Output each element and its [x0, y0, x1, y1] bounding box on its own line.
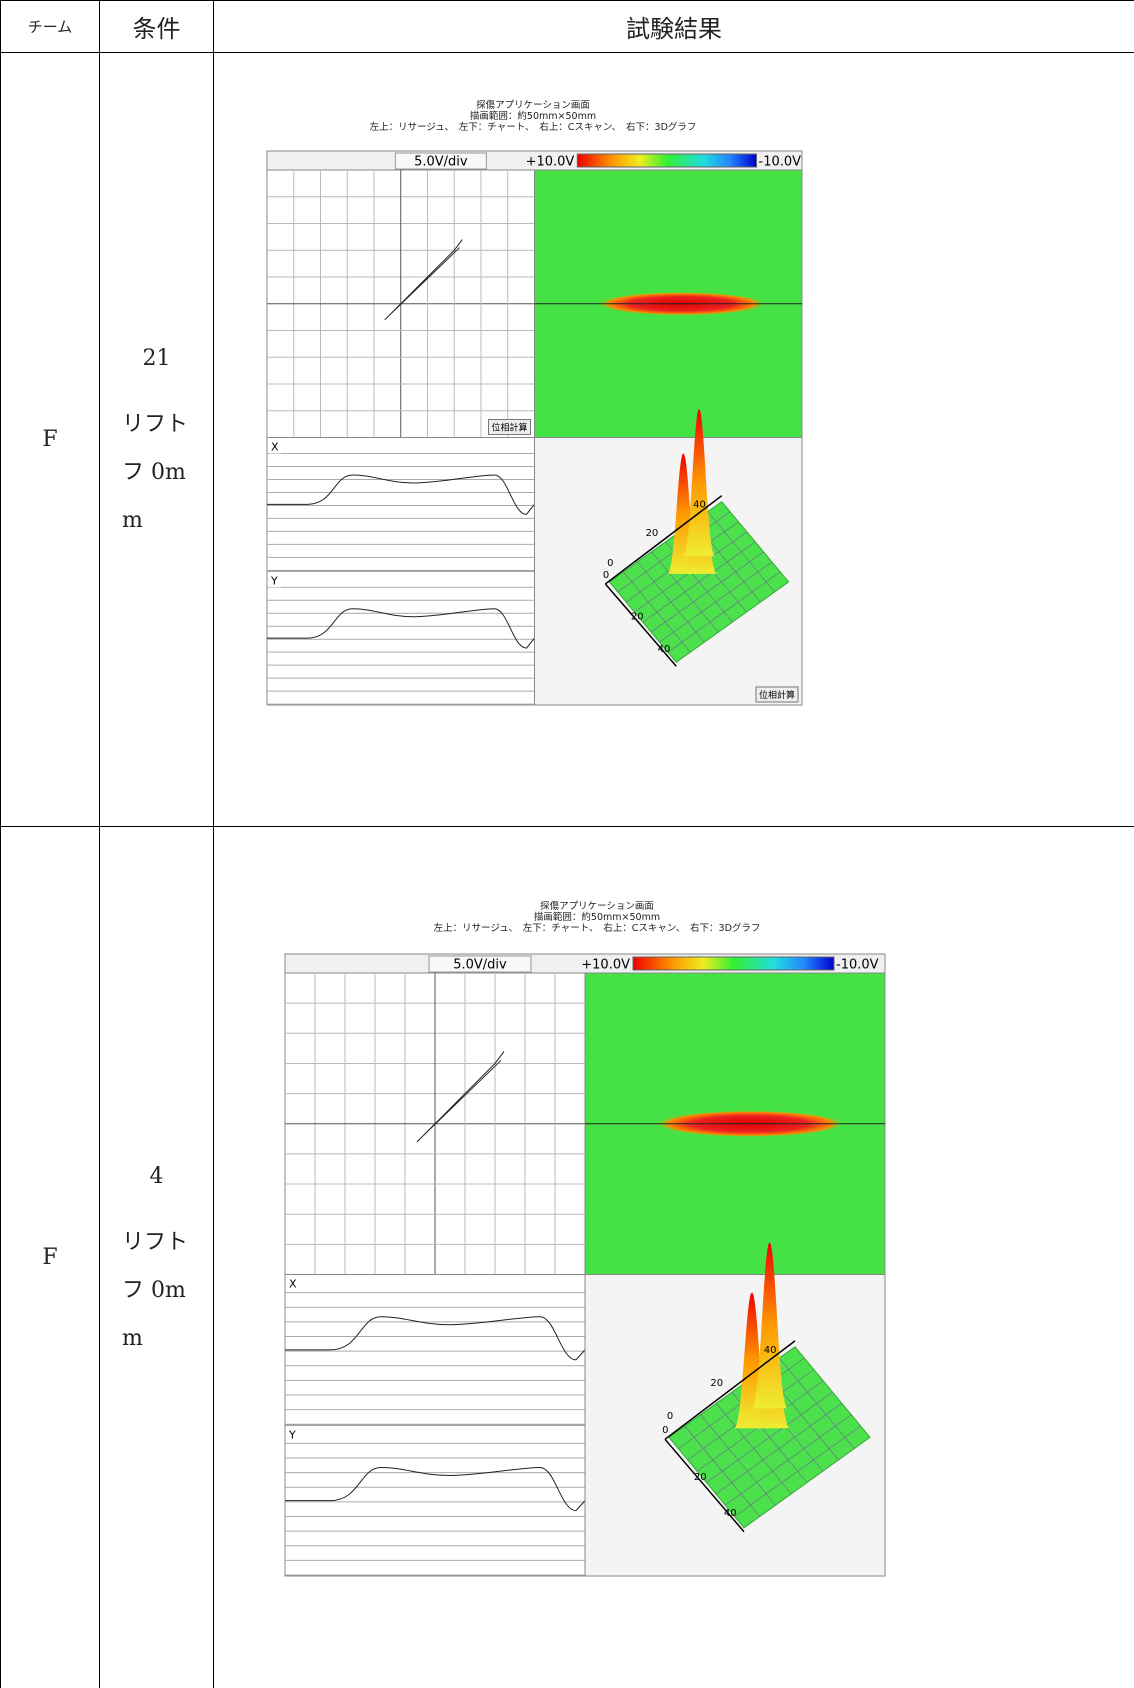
axis [664, 1438, 745, 1533]
chart-label: X [289, 1278, 297, 1291]
condition-line: m [122, 1325, 143, 1351]
chart-label-box [287, 1427, 299, 1442]
colorbar [576, 153, 758, 168]
mesh [706, 1391, 833, 1483]
caption: 探傷アプリケーション画面 [476, 99, 590, 111]
axis-label: 40 [724, 1508, 737, 1519]
scale-label: 5.0V/div [414, 155, 468, 170]
axis [664, 1340, 796, 1440]
axis-label: 0 [667, 1411, 673, 1422]
scale-box [394, 152, 487, 170]
condition-line: リフト [122, 1229, 189, 1255]
axis-label: 0 [662, 1425, 668, 1436]
header-cell: 試験結果 [213, 0, 1134, 53]
phase-button-label: 位相計算 [759, 689, 795, 701]
team-cell: F [0, 52, 100, 827]
axis-label: 40 [764, 1345, 777, 1356]
axis-label: 0 [607, 558, 613, 569]
condition-line: フ 0m [122, 459, 186, 485]
axis-label: 20 [694, 1472, 707, 1483]
team-cell: F [0, 826, 100, 1688]
colorbar-min: -10.0V [836, 958, 879, 973]
colorbar-min: -10.0V [759, 155, 802, 170]
chart-label-box [269, 439, 281, 454]
chart-label: X [271, 441, 279, 454]
condition-line: m [122, 507, 143, 533]
chart-label: Y [270, 574, 278, 587]
scale-label: 5.0V/div [453, 958, 507, 973]
condition-cell: 4 リフトフ 0m m [99, 826, 214, 1688]
chart-trace [285, 1466, 586, 1512]
axis-label: 20 [631, 612, 644, 623]
mesh [725, 1414, 852, 1506]
header-row: チーム 条件 試験結果 [0, 0, 1134, 53]
axis [604, 495, 723, 585]
condition-number: 21 [142, 345, 171, 371]
condition-cell: 21 リフトフ 0m m [99, 52, 214, 827]
axis-label: 40 [658, 644, 671, 655]
condition-number: 4 [149, 1163, 164, 1189]
caption: 左上：リサージュ、 左下：チャート、 右上：Cスキャン、 右下：3Dグラフ [370, 121, 697, 133]
lissajous-trace [416, 1051, 505, 1143]
colorbar [632, 956, 835, 971]
axis-label: 20 [646, 528, 659, 539]
axis-label: 40 [693, 499, 706, 510]
chart-label-box [269, 573, 281, 588]
mesh [667, 571, 781, 653]
condition-line: リフト [122, 411, 189, 437]
chart-trace [267, 608, 535, 649]
colorbar-max: +10.0V [526, 155, 575, 170]
phase-button[interactable] [488, 419, 531, 435]
chart-trace [267, 474, 535, 515]
caption: 左上：リサージュ、 左下：チャート、 右上：Cスキャン、 右下：3Dグラフ [434, 922, 761, 934]
lissajous-trace [384, 239, 463, 321]
caption: 描画範囲：約50mm×50mm [534, 911, 660, 923]
mesh [707, 511, 775, 593]
mesh [651, 551, 764, 633]
mesh [734, 1425, 861, 1517]
colorbar-max: +10.0V [581, 958, 630, 973]
mesh [642, 541, 756, 623]
mesh [779, 1357, 855, 1449]
chart-trace [285, 1316, 586, 1361]
header-cell: 条件 [99, 0, 214, 53]
mesh [659, 561, 773, 643]
caption: 描画範囲：約50mm×50mm [470, 110, 596, 122]
phase-button-label: 位相計算 [491, 422, 527, 434]
chart-label: Y [288, 1428, 296, 1441]
condition-line: フ 0m [122, 1277, 186, 1303]
header-cell: チーム [0, 0, 100, 53]
axis [604, 583, 677, 667]
axis-label: 20 [710, 1378, 723, 1389]
chart-label-box [287, 1276, 299, 1291]
axis-label: 0 [603, 570, 609, 581]
caption: 探傷アプリケーション画面 [540, 900, 654, 912]
mesh [715, 1403, 843, 1495]
scale-box [428, 955, 532, 973]
phase-button[interactable] [755, 686, 799, 703]
